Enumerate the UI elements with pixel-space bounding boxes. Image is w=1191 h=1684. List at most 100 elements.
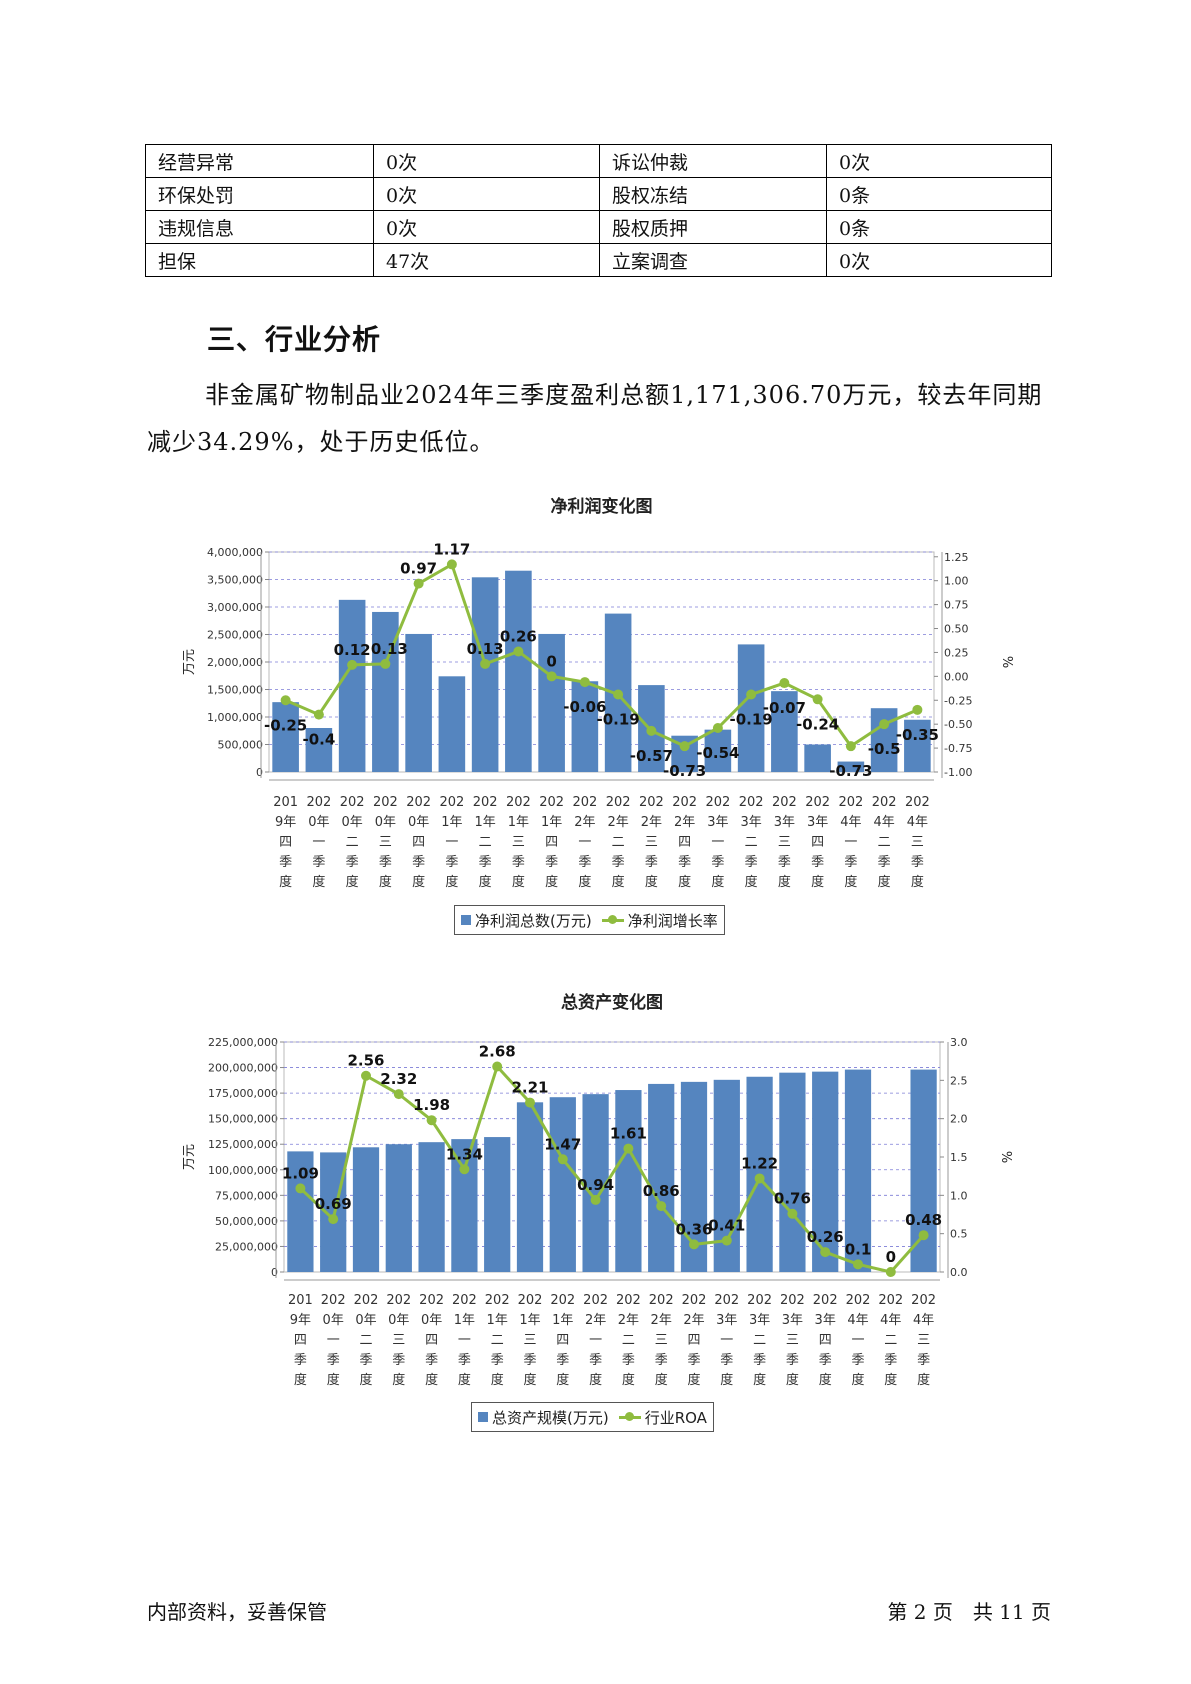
x-tick-label: 三 — [523, 1333, 536, 1348]
table-cell: 环保处罚 — [145, 177, 374, 211]
x-tick-label: 202 — [506, 795, 531, 810]
risk-info-table: 经营异常 0次 诉讼仲裁 0次 环保处罚 0次 股权冻结 0条 违规信息 0次 … — [145, 144, 1052, 277]
legend-label: 总资产规模(万元) — [492, 1408, 609, 1427]
line-point — [879, 719, 890, 730]
x-tick-label: 202 — [714, 1293, 739, 1308]
bar — [438, 676, 466, 772]
x-tick-label: 度 — [379, 874, 392, 890]
table-cell: 股权冻结 — [599, 177, 827, 211]
data-label: 0.13 — [467, 640, 504, 658]
line-point — [918, 1230, 929, 1241]
y-tick-label: 50,000,000 — [215, 1215, 278, 1228]
table-cell: 0条 — [826, 177, 1052, 211]
bar — [538, 633, 565, 772]
x-tick-label: 季 — [294, 1353, 307, 1368]
bar — [272, 702, 299, 772]
y-tick-label: 1,000,000 — [207, 711, 263, 724]
x-tick-label: 度 — [753, 1372, 766, 1388]
data-label: 0.26 — [500, 627, 537, 645]
x-tick-label: 202 — [616, 1293, 641, 1308]
x-tick-label: 季 — [687, 1353, 700, 1368]
x-tick-label: 四 — [819, 1333, 832, 1348]
x-tick-label: 201 — [288, 1293, 313, 1308]
x-tick-label: 4年 — [913, 1313, 934, 1328]
x-tick-label: 季 — [753, 1353, 766, 1368]
line-point — [361, 1070, 371, 1081]
data-label: 0.12 — [334, 641, 371, 659]
x-tick-label: 二 — [612, 835, 625, 850]
x-tick-label: 度 — [678, 874, 691, 890]
x-tick-label: 201 — [273, 795, 298, 810]
x-tick-label: 4年 — [880, 1313, 901, 1328]
bar — [405, 633, 432, 772]
x-tick-label: 度 — [911, 874, 924, 890]
x-tick-label: 1年 — [487, 1313, 508, 1328]
x-tick-label: 202 — [838, 795, 863, 810]
bar — [418, 1142, 445, 1272]
line-point — [812, 694, 823, 705]
bar — [484, 1137, 511, 1272]
bar — [904, 719, 931, 772]
y-tick-label: 2,000,000 — [207, 656, 263, 669]
line-point — [557, 1154, 568, 1165]
line-point — [746, 689, 757, 700]
x-tick-label: 季 — [720, 1353, 733, 1368]
x-tick-label: 一 — [458, 1333, 471, 1348]
x-tick-label: 202 — [682, 1293, 707, 1308]
x-tick-label: 202 — [306, 795, 331, 810]
y-tick-label: 175,000,000 — [208, 1087, 278, 1100]
x-tick-label: 1年 — [519, 1313, 540, 1328]
x-tick-label: 一 — [711, 835, 724, 850]
x-tick-label: 四 — [412, 835, 425, 850]
line-point — [679, 741, 690, 752]
x-tick-label: 202 — [780, 1293, 805, 1308]
x-tick-label: 三 — [645, 835, 658, 850]
y2-tick-label: 1.00 — [944, 575, 969, 588]
x-tick-label: 度 — [412, 874, 425, 890]
line-point — [853, 1259, 863, 1270]
line-swatch-icon — [618, 1412, 641, 1422]
x-tick-label: 四 — [811, 835, 824, 850]
net-profit-chart: 净利润变化图 0 500,000 1,000,000 1,500,000 2,000,00… — [0, 490, 1191, 940]
y2-tick-label: 3.0 — [950, 1036, 968, 1049]
data-label: -0.19 — [730, 711, 773, 729]
x-tick-label: 度 — [346, 874, 359, 890]
table-cell: 0次 — [826, 144, 1052, 178]
bar — [844, 1069, 872, 1272]
data-label: -0.57 — [630, 747, 673, 765]
bar — [338, 599, 366, 772]
x-tick-label: 二 — [479, 835, 492, 850]
data-label: -0.35 — [896, 726, 939, 744]
line-point — [446, 559, 457, 570]
y2-tick-label: 0.5 — [950, 1228, 968, 1241]
x-tick-label: 202 — [739, 795, 764, 810]
data-label: 1.61 — [610, 1125, 647, 1143]
x-tick-label: 季 — [844, 855, 857, 870]
data-label: 1.98 — [413, 1096, 450, 1114]
x-tick-label: 一 — [844, 835, 857, 850]
data-label: 2.21 — [511, 1079, 548, 1097]
x-tick-label: 季 — [458, 1353, 471, 1368]
y-tick-label: 25,000,000 — [215, 1240, 278, 1253]
y2-tick-label: -0.25 — [944, 694, 972, 707]
table-cell: 0次 — [826, 243, 1052, 277]
y2-tick-label: 2.0 — [950, 1113, 968, 1126]
bar — [737, 644, 765, 772]
x-tick-label: 202 — [386, 1293, 411, 1308]
x-tick-label: 4年 — [907, 815, 928, 830]
y-axis-label: 万元 — [182, 649, 197, 675]
x-tick-label: 季 — [786, 1353, 799, 1368]
bar — [771, 691, 798, 772]
x-tick-label: 202 — [406, 795, 431, 810]
data-label: 0.36 — [675, 1220, 712, 1238]
table-row: 担保 47次 立案调查 0次 — [145, 243, 1052, 277]
bar — [910, 1069, 937, 1272]
series-line — [285, 562, 918, 749]
data-label: 1.34 — [446, 1145, 483, 1163]
x-tick-label: 季 — [645, 855, 658, 870]
x-tick-label: 1年 — [441, 815, 462, 830]
x-tick-label: 202 — [439, 795, 464, 810]
x-tick-label: 2年 — [651, 1313, 672, 1328]
x-tick-label: 度 — [589, 1372, 602, 1388]
bar — [287, 1151, 314, 1272]
